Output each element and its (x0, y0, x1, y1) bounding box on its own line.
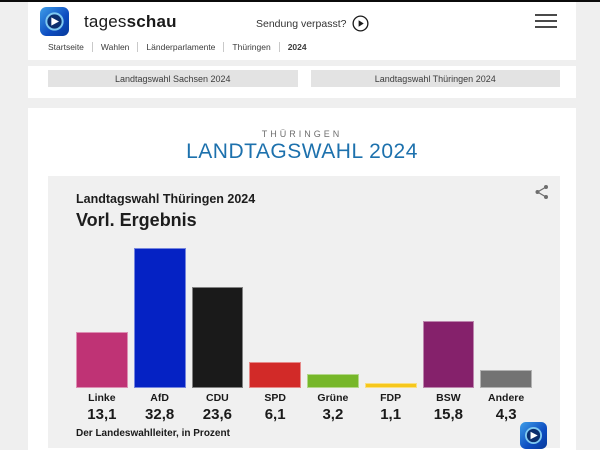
bar-column-andere: Andere 4,3 (480, 248, 532, 423)
party-value: 15,8 (433, 406, 463, 423)
menu-icon[interactable] (535, 14, 557, 32)
bar-area (133, 248, 186, 388)
election-tabs-section: Landtagswahl Sachsen 2024 Landtagswahl Th… (28, 66, 576, 98)
party-label: Linke (88, 392, 116, 404)
bar-column-bsw: BSW 15,8 (422, 248, 475, 423)
election-tabs: Landtagswahl Sachsen 2024 Landtagswahl Th… (48, 70, 560, 87)
tagesschau-logo-icon (40, 7, 69, 36)
party-value: 1,1 (380, 406, 402, 423)
bar-column-afd: AfD 32,8 (133, 248, 186, 423)
page-kicker: THÜRINGEN (261, 129, 343, 139)
bar-grüne[interactable] (307, 374, 359, 388)
party-value: 4,3 (495, 406, 517, 423)
party-label: AfD (150, 392, 169, 404)
party-value: 6,1 (264, 406, 286, 423)
bar-area (364, 248, 417, 388)
bar-area (422, 248, 475, 388)
bar-area (480, 248, 532, 388)
bar-cdu[interactable] (191, 287, 244, 388)
bar-chart: Linke 13,1 AfD 32,8 CDU 23,6 SPD 6,1 Grüne 3,2 FDP… (76, 248, 532, 423)
bar-spd[interactable] (249, 362, 301, 388)
results-chart-card: Landtagswahl Thüringen 2024 Vorl. Ergebn… (48, 176, 560, 449)
party-value: 32,8 (145, 406, 175, 423)
chart-subtitle: Landtagswahl Thüringen 2024 (76, 192, 256, 206)
breadcrumb-item-wahlen[interactable]: Wahlen (100, 42, 130, 52)
missed-broadcast-label: Sendung verpasst? (256, 17, 347, 30)
party-label: CDU (206, 392, 229, 404)
bar-column-grüne: Grüne 3,2 (307, 248, 359, 423)
party-value: 13,1 (87, 406, 117, 423)
chart-source: Der Landeswahlleiter, in Prozent (76, 428, 230, 439)
party-value: 23,6 (202, 406, 232, 423)
breadcrumb: Startseite Wahlen Länderparlamente Thüringe… (48, 42, 315, 52)
breadcrumb-item-startseite[interactable]: Startseite (48, 42, 84, 52)
bar-column-cdu: CDU 23,6 (191, 248, 244, 423)
party-label: Grüne (317, 392, 349, 404)
breadcrumb-item-thüringen[interactable]: Thüringen (232, 42, 271, 52)
tagesschau-watermark-icon (520, 422, 547, 449)
share-icon[interactable] (534, 184, 550, 200)
breadcrumb-separator (137, 42, 139, 52)
bar-area (249, 248, 301, 388)
party-label: BSW (436, 392, 461, 404)
bar-column-spd: SPD 6,1 (249, 248, 301, 423)
brand-wordmark: tagesschau (84, 11, 177, 31)
bar-linke[interactable] (76, 332, 128, 388)
bar-bsw[interactable] (422, 321, 475, 388)
chart-title: Vorl. Ergebnis (76, 210, 197, 230)
bar-andere[interactable] (480, 370, 532, 388)
brand[interactable]: tagesschau (40, 7, 177, 36)
play-circle-icon[interactable] (352, 15, 370, 32)
bar-column-fdp: FDP 1,1 (364, 248, 417, 423)
breadcrumb-separator (91, 42, 93, 52)
party-label: FDP (380, 392, 402, 404)
breadcrumb-separator (223, 42, 225, 52)
bar-column-linke: Linke 13,1 (76, 248, 128, 423)
header: tagesschau Sendung verpasst? Startseite W… (28, 2, 576, 60)
party-label: Andere (488, 392, 525, 404)
breadcrumb-item-2024[interactable]: 2024 (287, 42, 307, 52)
breadcrumb-separator (278, 42, 280, 52)
top-border-line (0, 0, 600, 2)
main-content: THÜRINGEN LANDTAGSWAHL 2024 Landtagswahl… (28, 108, 576, 450)
page-title: LANDTAGSWAHL 2024 (186, 140, 418, 163)
missed-broadcast-link[interactable]: Sendung verpasst? (256, 15, 370, 32)
bar-fdp[interactable] (364, 383, 417, 388)
breadcrumb-item-länderparlamente[interactable]: Länderparlamente (146, 42, 216, 52)
tab-sachsen[interactable]: Landtagswahl Sachsen 2024 (48, 70, 298, 87)
bar-area (76, 248, 128, 388)
bar-area (307, 248, 359, 388)
bar-afd[interactable] (133, 248, 186, 388)
tab-thueringen[interactable]: Landtagswahl Thüringen 2024 (310, 70, 560, 87)
party-label: SPD (264, 392, 286, 404)
bar-area (191, 248, 244, 388)
party-value: 3,2 (322, 406, 344, 423)
